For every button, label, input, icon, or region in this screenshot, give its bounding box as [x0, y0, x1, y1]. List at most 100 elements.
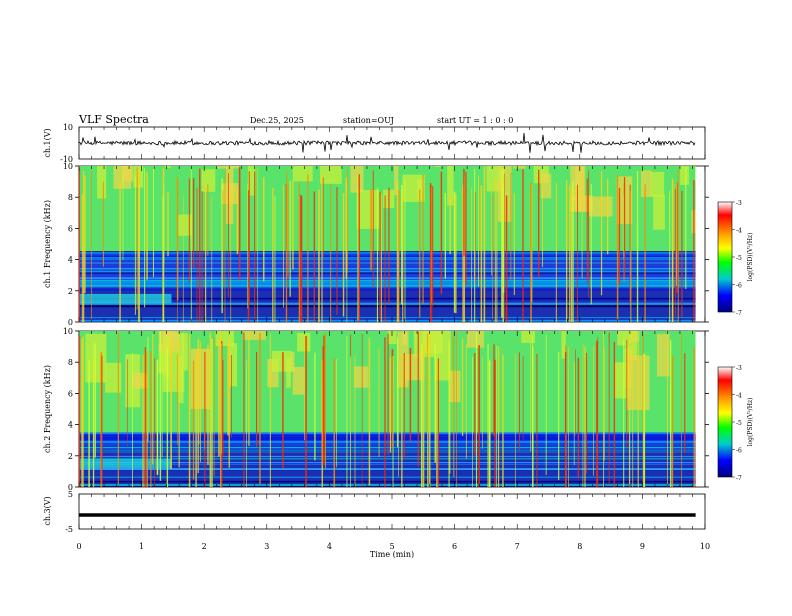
spec2-texture — [624, 331, 638, 360]
spec2-ytick-label: 0 — [68, 483, 73, 492]
spec1-texture — [447, 166, 454, 206]
x-tick-label: 4 — [327, 542, 332, 551]
spec1-texture — [435, 166, 443, 168]
spec1-texture — [679, 166, 689, 185]
spec1-texture — [650, 171, 665, 197]
spec2-texture — [229, 343, 238, 387]
colorbar-ch1-label: log(PSD)(V²/Hz) — [747, 233, 754, 282]
colorbar2-tick-label: -7 — [736, 475, 742, 482]
start-time-label: start UT = 1 : 0 : 0 — [437, 116, 513, 125]
spec2-texture — [561, 331, 566, 359]
spec2-texture — [617, 331, 626, 346]
ch2-spectrogram-ylabel: ch.2 Frequency (kHz) — [43, 365, 52, 453]
spec1-texture — [540, 173, 552, 199]
spec2-texture — [290, 351, 295, 372]
spec2-texture — [353, 366, 369, 388]
spec1-ytick-label: 10 — [63, 162, 73, 171]
colorbar2-tick-label: -5 — [736, 420, 742, 427]
spec2-texture — [131, 372, 149, 389]
x-tick-label: 5 — [389, 542, 394, 551]
spec1-texture — [694, 166, 696, 183]
spec1-ytick-label: 4 — [68, 256, 73, 265]
spec1-texture — [394, 166, 399, 196]
panel-ch3-waveform-frame — [78, 493, 706, 530]
spec1-texture — [177, 214, 193, 236]
colorbar1-tick-label: -6 — [736, 283, 742, 290]
spec1-cyan-band — [79, 293, 172, 304]
colorbar-ch2-label: log(PSD)(V²/Hz) — [747, 398, 754, 447]
colorbar2-tick-label: -3 — [736, 365, 742, 372]
spec2-texture — [297, 333, 311, 352]
spec1-ytick-label: 2 — [68, 287, 73, 296]
station-label: station=OUJ — [343, 116, 394, 125]
spec1-texture — [247, 166, 256, 196]
spec1-image — [79, 166, 696, 322]
wave1-trace — [78, 132, 696, 153]
wave1-ytick-label: 10 — [63, 123, 73, 132]
spec2-texture — [181, 333, 188, 371]
spec2-texture — [521, 331, 536, 344]
spec1-texture — [201, 169, 216, 192]
x-tick-label: 6 — [452, 542, 457, 551]
x-tick-label: 7 — [515, 542, 520, 551]
spec1-texture — [640, 170, 652, 197]
ch1-spectrogram-ylabel: ch.1 Frequency (kHz) — [43, 200, 52, 288]
spec2-texture — [105, 362, 122, 393]
spec1-texture — [122, 166, 134, 182]
spec2-texture — [613, 362, 629, 399]
spec2-ytick-label: 4 — [68, 421, 73, 430]
x-tick-label: 2 — [202, 542, 207, 551]
spec1-texture — [350, 166, 364, 193]
x-tick-label: 0 — [76, 542, 81, 551]
spec2-texture — [656, 334, 670, 377]
colorbar-ch2 — [717, 366, 733, 478]
spec1-texture — [691, 209, 696, 234]
x-tick-label: 3 — [264, 542, 269, 551]
spec2-texture — [158, 343, 168, 374]
colorbar1-tick-label: -7 — [736, 310, 742, 317]
spec2-texture — [397, 331, 409, 388]
ch3-waveform-ylabel: ch.3(V) — [43, 496, 52, 525]
x-tick-label: 9 — [640, 542, 645, 551]
spec1-texture — [216, 166, 239, 169]
spec2-ytick-label: 10 — [63, 327, 73, 336]
date-label: Dec.25, 2025 — [250, 116, 304, 125]
colorbar2-tick-label: -6 — [736, 448, 742, 455]
spec1-ytick-label: 6 — [68, 224, 73, 233]
spec1-texture — [513, 166, 526, 169]
colorbar-ch1 — [717, 201, 733, 313]
spec2-texture — [267, 359, 279, 388]
x-tick-label: 1 — [139, 542, 144, 551]
spec2-texture — [387, 331, 397, 345]
spec1-texture — [97, 166, 107, 199]
spec2-ytick-label: 8 — [68, 358, 73, 367]
spec1-texture — [653, 194, 665, 230]
x-axis-label: Time (min) — [370, 550, 414, 559]
spec1-ytick-label: 0 — [68, 318, 73, 327]
colorbar1-tick-label: -4 — [736, 228, 742, 235]
spec2-texture — [292, 366, 305, 395]
spec1-texture — [588, 196, 613, 217]
spec2-texture — [243, 331, 266, 340]
x-tick-label: 8 — [577, 542, 582, 551]
colorbar2-tick-label: -4 — [736, 393, 742, 400]
figure-title: VLF Spectra — [78, 113, 149, 126]
x-tick-label: 10 — [700, 542, 710, 551]
wave1-ytick-label: -10 — [60, 155, 73, 164]
spec2-ytick-label: 6 — [68, 389, 73, 398]
spec1-texture — [221, 183, 239, 204]
spec2-texture — [449, 370, 461, 403]
spec2-texture — [467, 331, 485, 348]
spec1-texture — [164, 166, 171, 168]
spec2-image — [79, 331, 696, 487]
spec1-texture — [402, 174, 425, 202]
spec1-texture — [356, 189, 380, 229]
spec2-cyan-band — [79, 458, 172, 469]
ch1-waveform-ylabel: ch.1(V) — [43, 128, 52, 157]
spec1-texture — [486, 166, 502, 192]
spec2-ytick-label: 2 — [68, 452, 73, 461]
ch2-spectrogram-ylabel-text: ch.2 Frequency (kHz) — [43, 365, 52, 453]
spec2-texture — [271, 350, 293, 372]
wave3-ytick-label: -5 — [65, 525, 73, 534]
colorbar1-tick-label: -5 — [736, 255, 742, 262]
